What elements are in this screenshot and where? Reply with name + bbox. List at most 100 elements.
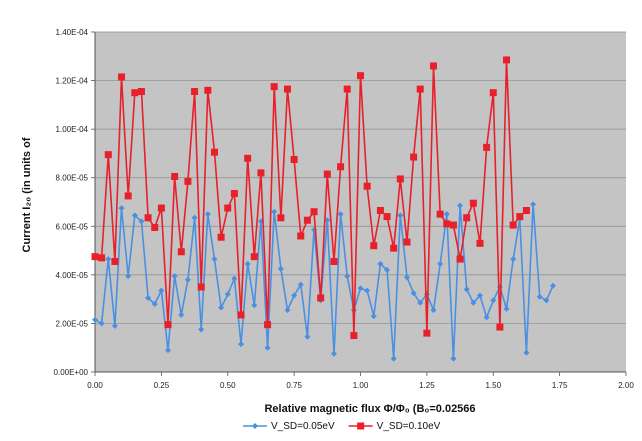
data-point xyxy=(125,273,132,280)
data-point xyxy=(324,217,331,224)
data-point xyxy=(469,199,477,207)
data-point xyxy=(530,201,537,208)
data-point xyxy=(184,276,191,283)
data-point xyxy=(397,212,404,219)
data-point xyxy=(264,344,271,351)
y-tick-label: 2.00E-05 xyxy=(56,319,89,328)
data-point xyxy=(244,260,251,267)
data-point xyxy=(224,204,232,212)
data-point xyxy=(251,302,258,309)
data-point xyxy=(244,154,252,162)
data-point xyxy=(463,214,471,222)
x-tick-label: 0.25 xyxy=(154,381,170,390)
data-point xyxy=(237,311,245,319)
data-point xyxy=(337,211,344,218)
data-point xyxy=(549,282,556,289)
data-point xyxy=(191,88,199,95)
data-point xyxy=(503,305,510,312)
data-point xyxy=(303,216,311,224)
data-point xyxy=(204,86,212,94)
data-point xyxy=(257,169,265,177)
data-point xyxy=(443,211,450,218)
x-tick-label: 0.75 xyxy=(286,381,302,390)
data-point xyxy=(350,332,358,340)
data-point xyxy=(476,239,484,247)
data-point xyxy=(264,321,272,329)
data-point xyxy=(370,242,378,250)
data-point xyxy=(522,207,530,214)
data-point xyxy=(111,322,118,329)
data-point xyxy=(523,349,530,356)
y-tick-label: 8.00E-05 xyxy=(56,174,89,183)
y-tick-label: 4.00E-05 xyxy=(56,271,89,280)
legend-swatch-marker xyxy=(357,422,365,430)
data-point xyxy=(171,173,179,180)
x-tick-label: 0.00 xyxy=(87,381,103,390)
data-point xyxy=(138,218,145,225)
data-point xyxy=(430,307,437,314)
data-point xyxy=(450,355,457,362)
data-point xyxy=(218,304,225,311)
data-point xyxy=(470,299,477,306)
data-point xyxy=(198,326,205,333)
data-point xyxy=(390,355,397,362)
data-point xyxy=(364,287,371,294)
legend-swatch-marker xyxy=(252,423,258,429)
data-point xyxy=(137,88,145,95)
data-point xyxy=(496,323,504,331)
data-point xyxy=(449,221,457,229)
data-point xyxy=(210,148,218,156)
data-point xyxy=(384,267,391,273)
data-point xyxy=(131,89,139,97)
data-point xyxy=(250,253,258,261)
legend-entry-2: V_SD=0.10eV xyxy=(348,421,441,432)
data-point xyxy=(516,213,524,221)
data-point xyxy=(510,256,517,263)
x-tick-labels: 0.00 0.25 0.50 0.75 1.00 1.25 1.50 1.75 2.00 xyxy=(87,381,634,390)
data-point xyxy=(403,274,410,281)
data-point xyxy=(377,260,384,267)
data-point xyxy=(430,62,438,70)
data-point xyxy=(357,285,364,292)
data-point xyxy=(104,151,112,159)
data-point xyxy=(271,208,278,215)
data-point xyxy=(158,287,165,294)
data-point xyxy=(118,73,126,81)
data-point xyxy=(118,205,125,212)
data-point xyxy=(536,293,543,300)
axes xyxy=(91,31,627,376)
series-line xyxy=(94,203,554,360)
data-point xyxy=(410,290,417,297)
data-point xyxy=(178,311,185,318)
data-point xyxy=(344,273,351,280)
data-point xyxy=(211,256,218,263)
data-point xyxy=(403,238,411,246)
data-point xyxy=(416,85,424,93)
data-point xyxy=(145,294,152,301)
data-point xyxy=(437,260,444,267)
legend-label: V_SD=0.10eV xyxy=(377,421,441,432)
data-point xyxy=(98,320,105,327)
y-tick-labels: 0.00E+00 2.00E-05 4.00E-05 6.00E-05 8.00E-05… xyxy=(54,28,89,377)
data-point xyxy=(297,281,304,288)
data-point xyxy=(144,214,152,222)
data-point xyxy=(197,283,205,291)
x-tick-label: 1.75 xyxy=(552,381,568,390)
data-point xyxy=(337,163,345,171)
data-point xyxy=(98,254,106,262)
data-point xyxy=(330,350,337,357)
legend: V_SD=0.05eV V_SD=0.10eV xyxy=(243,421,441,432)
data-point xyxy=(410,153,418,161)
data-point xyxy=(131,212,138,219)
data-point xyxy=(323,170,331,178)
data-point xyxy=(370,313,377,320)
data-point xyxy=(363,182,371,190)
data-point xyxy=(297,232,305,240)
y-tick-label: 6.00E-05 xyxy=(56,222,89,231)
x-tick-label: 0.50 xyxy=(220,381,236,390)
data-point xyxy=(476,292,483,299)
data-point xyxy=(277,265,284,272)
legend-label: V_SD=0.05eV xyxy=(271,421,335,432)
data-point xyxy=(284,307,291,314)
data-point xyxy=(357,72,364,80)
